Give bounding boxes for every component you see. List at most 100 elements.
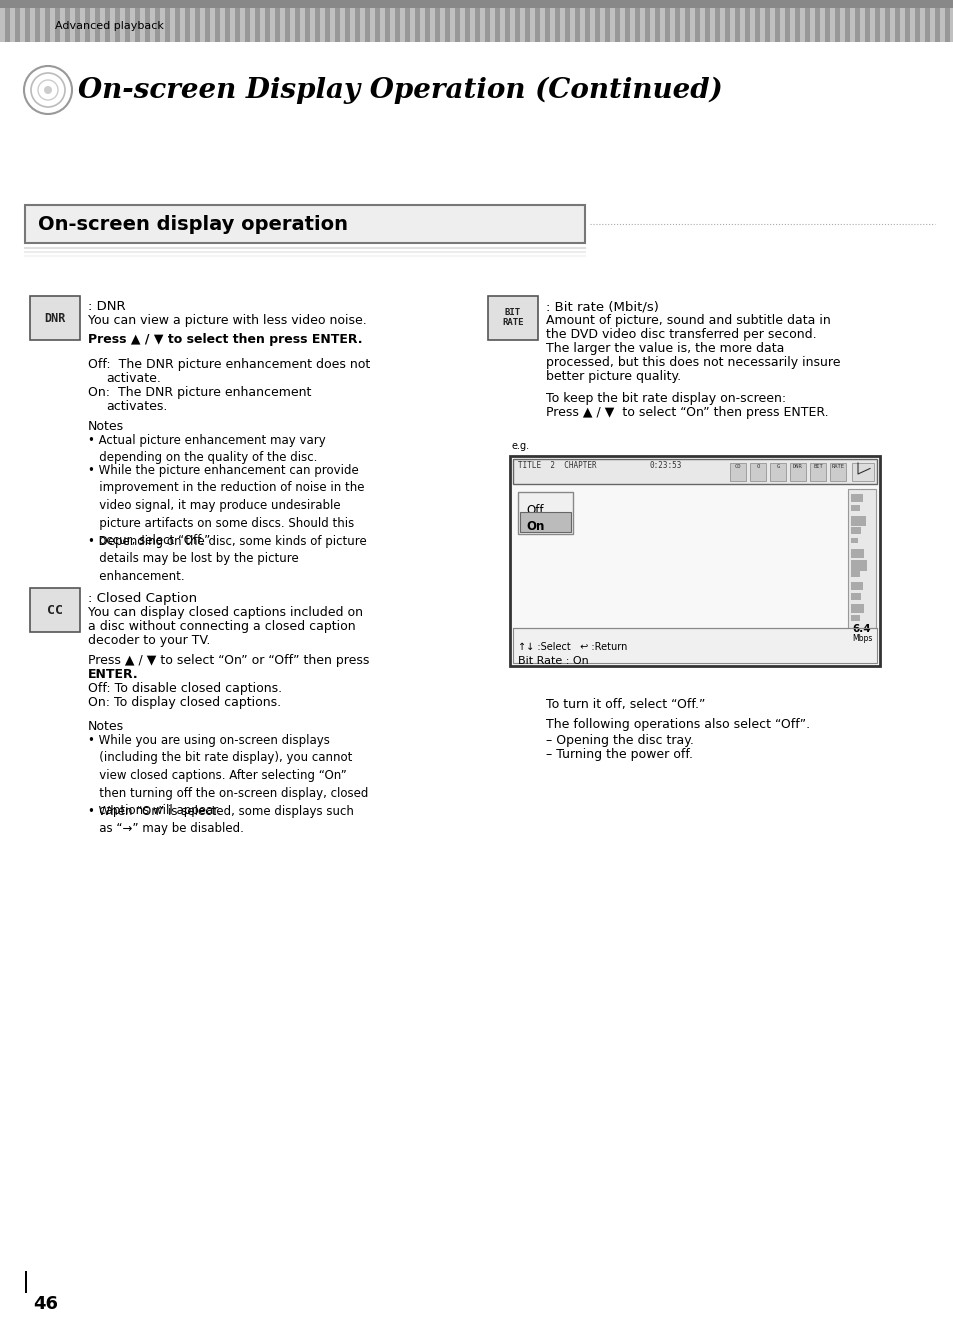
Bar bbox=[120, 0, 125, 42]
Bar bbox=[410, 0, 415, 42]
Bar bbox=[45, 0, 50, 42]
Bar bbox=[559, 0, 564, 42]
Text: – Turning the power off.: – Turning the power off. bbox=[545, 748, 692, 761]
Text: On:  The DNR picture enhancement: On: The DNR picture enhancement bbox=[88, 386, 311, 399]
Bar bbox=[95, 0, 100, 42]
Bar bbox=[659, 0, 664, 42]
Bar bbox=[829, 0, 834, 42]
Bar bbox=[125, 0, 130, 42]
Bar bbox=[850, 560, 866, 571]
Bar bbox=[575, 0, 579, 42]
Bar bbox=[254, 0, 260, 42]
Text: Amount of picture, sound and subtitle data in: Amount of picture, sound and subtitle da… bbox=[545, 314, 830, 328]
Bar bbox=[899, 0, 904, 42]
Bar bbox=[704, 0, 709, 42]
Bar bbox=[734, 0, 740, 42]
Bar bbox=[579, 0, 584, 42]
Text: On: To display closed captions.: On: To display closed captions. bbox=[88, 696, 281, 709]
Text: – Opening the disc tray.: – Opening the disc tray. bbox=[545, 734, 693, 746]
Bar bbox=[145, 0, 150, 42]
Bar bbox=[325, 0, 330, 42]
Bar bbox=[684, 0, 689, 42]
Bar bbox=[165, 0, 170, 42]
Bar bbox=[934, 0, 939, 42]
Text: Mbps: Mbps bbox=[851, 634, 871, 643]
Bar bbox=[305, 0, 310, 42]
Bar bbox=[535, 0, 539, 42]
Bar bbox=[314, 0, 319, 42]
Bar bbox=[829, 462, 845, 481]
Text: BIT: BIT bbox=[812, 464, 822, 469]
Bar bbox=[475, 0, 479, 42]
Bar bbox=[709, 0, 714, 42]
Bar bbox=[689, 0, 695, 42]
Bar bbox=[619, 0, 624, 42]
Bar bbox=[740, 0, 744, 42]
Bar bbox=[850, 583, 862, 590]
Text: better picture quality.: better picture quality. bbox=[545, 370, 680, 383]
Bar bbox=[555, 0, 559, 42]
Bar bbox=[60, 0, 65, 42]
Bar bbox=[729, 0, 734, 42]
Bar bbox=[850, 538, 858, 543]
Bar bbox=[490, 0, 495, 42]
Bar bbox=[774, 0, 780, 42]
FancyBboxPatch shape bbox=[25, 205, 584, 243]
Bar bbox=[0, 0, 953, 8]
Bar bbox=[319, 0, 325, 42]
Bar bbox=[569, 0, 575, 42]
Bar bbox=[919, 0, 924, 42]
Text: On-screen display operation: On-screen display operation bbox=[38, 214, 348, 234]
Text: • Depending on the disc, some kinds of picture
   details may be lost by the pic: • Depending on the disc, some kinds of p… bbox=[88, 535, 366, 583]
Bar bbox=[250, 0, 254, 42]
Text: ↑↓ :Select   ↩ :Return: ↑↓ :Select ↩ :Return bbox=[517, 642, 627, 653]
Text: Bit Rate : On: Bit Rate : On bbox=[517, 657, 588, 666]
Bar bbox=[589, 0, 595, 42]
Bar bbox=[889, 0, 894, 42]
Bar bbox=[424, 0, 430, 42]
Bar bbox=[849, 0, 854, 42]
Text: activates.: activates. bbox=[106, 400, 167, 413]
FancyBboxPatch shape bbox=[519, 513, 571, 532]
Bar bbox=[604, 0, 609, 42]
Bar bbox=[240, 0, 245, 42]
FancyBboxPatch shape bbox=[517, 491, 573, 534]
Text: 6.4: 6.4 bbox=[852, 624, 870, 634]
Bar bbox=[439, 0, 444, 42]
Text: activate.: activate. bbox=[106, 373, 161, 384]
Bar bbox=[65, 0, 70, 42]
Bar bbox=[335, 0, 339, 42]
Bar bbox=[929, 0, 934, 42]
Text: e.g.: e.g. bbox=[512, 441, 530, 450]
Text: • While the picture enhancement can provide
   improvement in the reduction of n: • While the picture enhancement can prov… bbox=[88, 464, 364, 547]
FancyBboxPatch shape bbox=[513, 458, 876, 483]
Text: • Actual picture enhancement may vary
   depending on the quality of the disc.: • Actual picture enhancement may vary de… bbox=[88, 435, 325, 465]
Bar bbox=[385, 0, 390, 42]
Bar bbox=[809, 0, 814, 42]
Bar bbox=[365, 0, 370, 42]
Bar bbox=[100, 0, 105, 42]
Bar bbox=[780, 0, 784, 42]
Text: DNR: DNR bbox=[44, 312, 66, 325]
FancyBboxPatch shape bbox=[847, 489, 875, 634]
Bar bbox=[909, 0, 914, 42]
Bar bbox=[214, 0, 220, 42]
Bar bbox=[794, 0, 800, 42]
Bar bbox=[859, 0, 864, 42]
Bar bbox=[519, 0, 524, 42]
Bar bbox=[729, 462, 745, 481]
Bar bbox=[160, 0, 165, 42]
Text: decoder to your TV.: decoder to your TV. bbox=[88, 634, 211, 647]
Text: ENTER.: ENTER. bbox=[88, 668, 138, 682]
Bar bbox=[479, 0, 484, 42]
Bar bbox=[90, 0, 95, 42]
Bar bbox=[270, 0, 274, 42]
Text: the DVD video disc transferred per second.: the DVD video disc transferred per secon… bbox=[545, 328, 816, 341]
Bar bbox=[10, 0, 15, 42]
Bar bbox=[584, 0, 589, 42]
Bar bbox=[854, 0, 859, 42]
Bar bbox=[850, 494, 862, 502]
Bar bbox=[110, 0, 115, 42]
Bar bbox=[105, 0, 110, 42]
Bar bbox=[390, 0, 395, 42]
